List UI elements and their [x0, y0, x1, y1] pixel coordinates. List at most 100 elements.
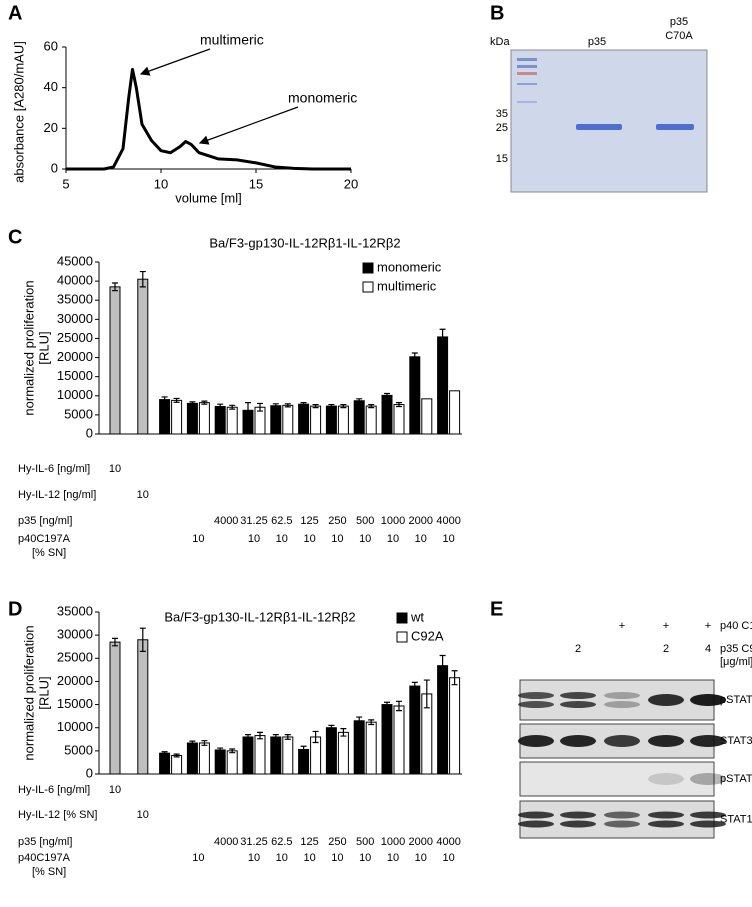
- condition-label: Hy-IL-12 [ng/ml]: [18, 489, 96, 501]
- y-tick-label: 20000: [57, 349, 93, 364]
- y-tick-label: 15000: [57, 368, 93, 383]
- y-tick-label: 40: [44, 79, 58, 94]
- error-bar: [139, 627, 146, 652]
- condition-value: 10: [442, 852, 454, 864]
- error-bar: [217, 747, 224, 753]
- bar: [186, 742, 198, 775]
- bar: [282, 404, 294, 435]
- error-bar: [112, 282, 118, 292]
- condition-value: 10: [192, 852, 204, 864]
- condition-value: 250: [328, 515, 346, 527]
- blot-band: [604, 773, 640, 785]
- blot-band: [690, 811, 726, 819]
- error-bar: [257, 402, 263, 412]
- x-tick-label: 15: [249, 176, 263, 191]
- error-bar: [328, 724, 335, 731]
- condition-label: p35 [ng/ml]: [18, 836, 72, 848]
- bar: [109, 641, 121, 775]
- y-tick-label: 25000: [57, 330, 93, 345]
- blot-band: [604, 701, 640, 708]
- y-axis-label: [RLU]: [36, 331, 51, 364]
- bar: [337, 731, 349, 775]
- error-bar: [173, 753, 180, 758]
- error-bar: [368, 719, 375, 726]
- bar: [365, 405, 377, 435]
- legend-swatch: [396, 631, 408, 643]
- error-bar: [272, 403, 279, 409]
- condition-value: 4000: [214, 836, 238, 848]
- condition-value: 10: [415, 852, 427, 864]
- bar: [381, 704, 393, 775]
- condition-value: 10: [109, 463, 121, 475]
- error-bar: [312, 403, 319, 409]
- blot-image: [519, 679, 715, 721]
- condition-value: 4000: [214, 515, 238, 527]
- blot-band: [518, 692, 554, 699]
- marker-label: 15: [496, 153, 508, 165]
- error-bar: [312, 730, 319, 744]
- condition-value: 10: [331, 533, 343, 545]
- y-tick-label: 35000: [57, 603, 93, 618]
- condition-value: 10: [137, 489, 149, 501]
- y-axis-label: absorbance [A280/mAU]: [11, 41, 26, 183]
- condition-value: 500: [356, 515, 374, 527]
- condition-value: 10: [387, 852, 399, 864]
- condition-label: [% SN]: [32, 547, 66, 559]
- legend-label: C92A: [411, 628, 444, 643]
- y-tick-label: 30000: [57, 627, 93, 642]
- chart-title: Ba/F3-gp130-IL-12Rβ1-IL-12Rβ2: [209, 235, 400, 250]
- bar: [137, 278, 149, 435]
- condition-value: 10: [192, 533, 204, 545]
- y-axis-label: [RLU]: [36, 676, 51, 709]
- bar: [437, 336, 449, 435]
- y-tick-label: 35000: [57, 292, 93, 307]
- error-bar: [189, 401, 196, 406]
- annotation-arrow: [198, 106, 299, 145]
- condition-value: 10: [415, 533, 427, 545]
- condition-value: 10: [137, 809, 149, 821]
- y-tick-label: 40000: [57, 273, 93, 288]
- y-tick-label: 45000: [57, 253, 93, 268]
- protein-band: [656, 124, 694, 130]
- blot-band: [518, 701, 554, 708]
- error-bar: [112, 637, 118, 647]
- blot-band: [560, 773, 596, 785]
- error-bar: [411, 681, 418, 691]
- bar: [393, 705, 405, 775]
- bar: [270, 405, 282, 435]
- error-bar: [328, 403, 335, 409]
- blot-band: [518, 735, 554, 747]
- bar: [325, 405, 337, 435]
- treatment-value: 2: [575, 643, 581, 655]
- y-tick-label: 10000: [57, 719, 93, 734]
- condition-value: 1000: [381, 836, 405, 848]
- error-bar: [161, 396, 168, 403]
- error-bar: [396, 700, 402, 712]
- y-tick-label: 20000: [57, 673, 93, 688]
- y-tick-label: 20: [44, 120, 58, 135]
- bar: [381, 394, 393, 435]
- blot-label: pSTAT3: [720, 694, 752, 706]
- legend-swatch: [362, 262, 374, 274]
- ladder-band: [517, 65, 537, 68]
- lane-label: p35: [588, 36, 606, 48]
- blot-band: [690, 735, 726, 747]
- error-bar: [384, 701, 390, 708]
- treatment-value: 4: [705, 643, 711, 655]
- error-bar: [161, 751, 168, 756]
- blot-band: [690, 820, 726, 828]
- condition-value: 4000: [436, 515, 460, 527]
- bar: [365, 721, 377, 775]
- x-tick-label: 5: [62, 176, 69, 191]
- bar: [214, 405, 226, 435]
- bar: [171, 399, 183, 435]
- condition-value: 10: [276, 533, 288, 545]
- error-bar: [300, 745, 307, 754]
- error-bar: [411, 352, 418, 362]
- error-bar: [439, 654, 446, 677]
- condition-value: 10: [359, 533, 371, 545]
- blot-band: [690, 773, 726, 785]
- blot-band: [560, 701, 596, 708]
- y-axis-label: normalized proliferation: [21, 625, 36, 760]
